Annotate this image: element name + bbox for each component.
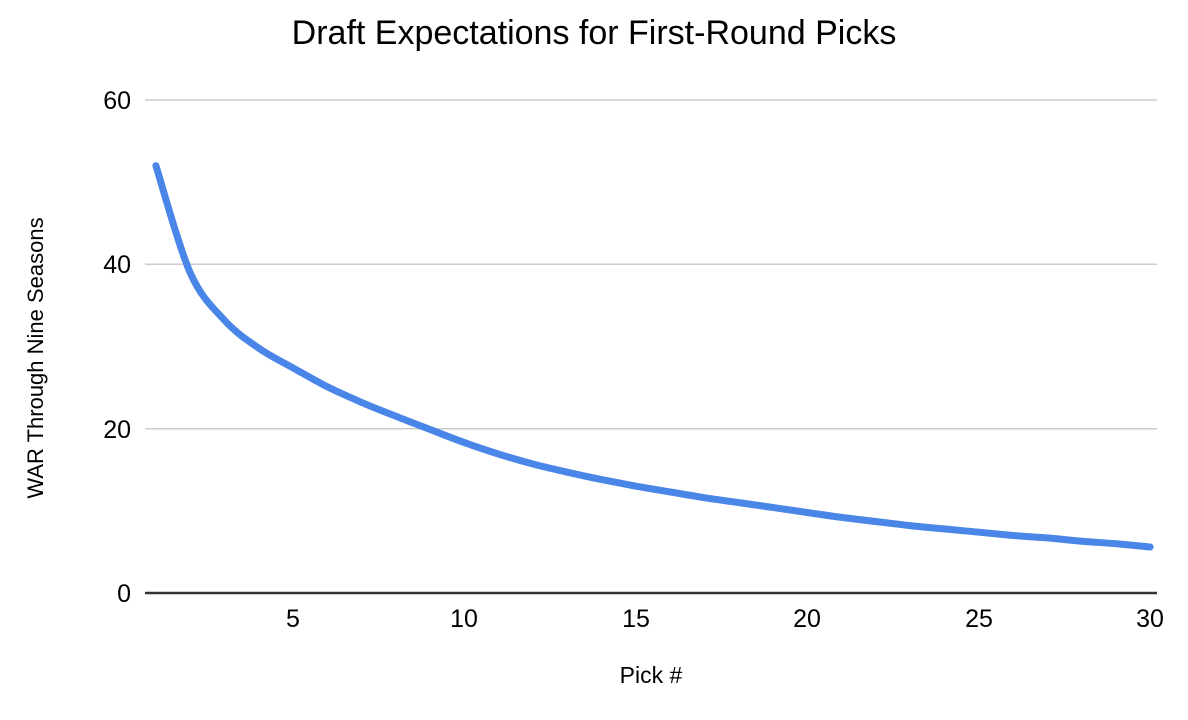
chart-title: Draft Expectations for First-Round Picks [291,14,897,52]
x-tick-label-30: 30 [1136,605,1164,633]
x-tick-label-20: 20 [793,605,821,633]
x-tick-label-25: 25 [965,605,993,633]
y-tick-label-20: 20 [103,416,131,444]
y-tick-label-40: 40 [103,251,131,279]
y-tick-label-60: 60 [103,87,131,115]
x-tick-label-10: 10 [450,605,478,633]
x-tick-label-5: 5 [286,605,300,633]
series-line [152,162,1154,551]
x-axis-title: Pick # [619,662,683,688]
x-tick-label-15: 15 [622,605,650,633]
y-tick-label-0: 0 [117,580,131,608]
